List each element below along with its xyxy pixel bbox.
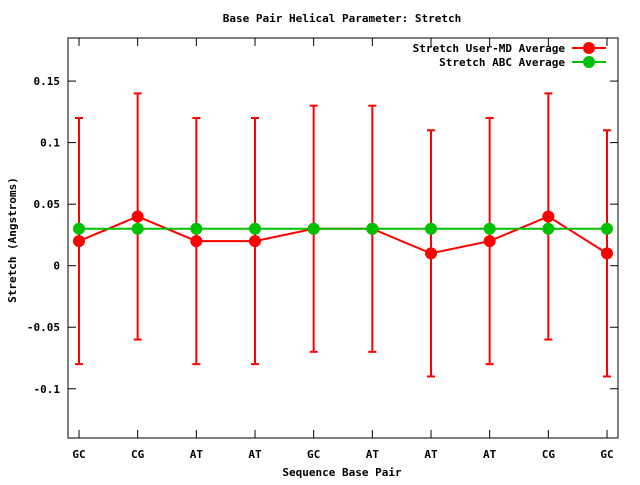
legend-marker	[583, 42, 595, 54]
x-tick-label: AT	[190, 448, 204, 461]
data-point	[425, 247, 437, 260]
data-point	[131, 222, 144, 235]
data-point	[307, 222, 320, 235]
x-tick-label: AT	[366, 448, 380, 461]
x-tick-label: GC	[307, 448, 320, 461]
series-1	[73, 92, 613, 378]
y-tick-label: 0.15	[34, 75, 61, 88]
y-tick-label: 0	[53, 260, 60, 273]
x-tick-label: AT	[483, 448, 497, 461]
data-point	[542, 210, 555, 223]
x-tick-label: AT	[248, 448, 262, 461]
data-point	[542, 222, 555, 235]
series-line	[78, 215, 608, 255]
data-point	[73, 222, 85, 235]
data-point	[366, 222, 379, 235]
x-tick-label: GC	[72, 448, 85, 461]
data-point	[190, 235, 203, 248]
data-point	[601, 222, 613, 235]
data-point	[249, 222, 261, 235]
y-tick-label: -0.05	[27, 321, 60, 334]
x-tick-label: GC	[600, 448, 613, 461]
data-point	[249, 235, 261, 248]
x-tick-label: CG	[542, 448, 556, 461]
series-layer	[73, 92, 613, 378]
y-axis-label: Stretch (Angstroms)	[6, 177, 19, 303]
x-tick-label: AT	[424, 448, 438, 461]
y-tick-label: -0.1	[34, 383, 61, 396]
series-2	[73, 222, 613, 235]
data-point	[483, 222, 496, 235]
data-point	[190, 222, 203, 235]
y-tick-label: 0.1	[40, 137, 60, 150]
plot-frame	[67, 37, 619, 439]
x-tick-label: CG	[131, 448, 145, 461]
data-point	[131, 210, 144, 223]
chart-title: Base Pair Helical Parameter: Stretch	[223, 12, 461, 25]
data-point	[483, 235, 496, 248]
legend-marker	[583, 56, 595, 68]
y-axis: -0.1 -0.05 0 0.05 0.1 0.15	[27, 75, 618, 396]
data-point	[73, 235, 85, 248]
x-axis: GC CG AT AT GC AT AT AT CG GC	[72, 38, 614, 461]
legend-label: Stretch User-MD Average	[413, 42, 566, 55]
legend-label: Stretch ABC Average	[439, 56, 565, 69]
x-axis-label: Sequence Base Pair	[282, 466, 402, 479]
data-point	[601, 247, 613, 260]
y-tick-label: 0.05	[34, 198, 61, 211]
data-point	[425, 222, 437, 235]
